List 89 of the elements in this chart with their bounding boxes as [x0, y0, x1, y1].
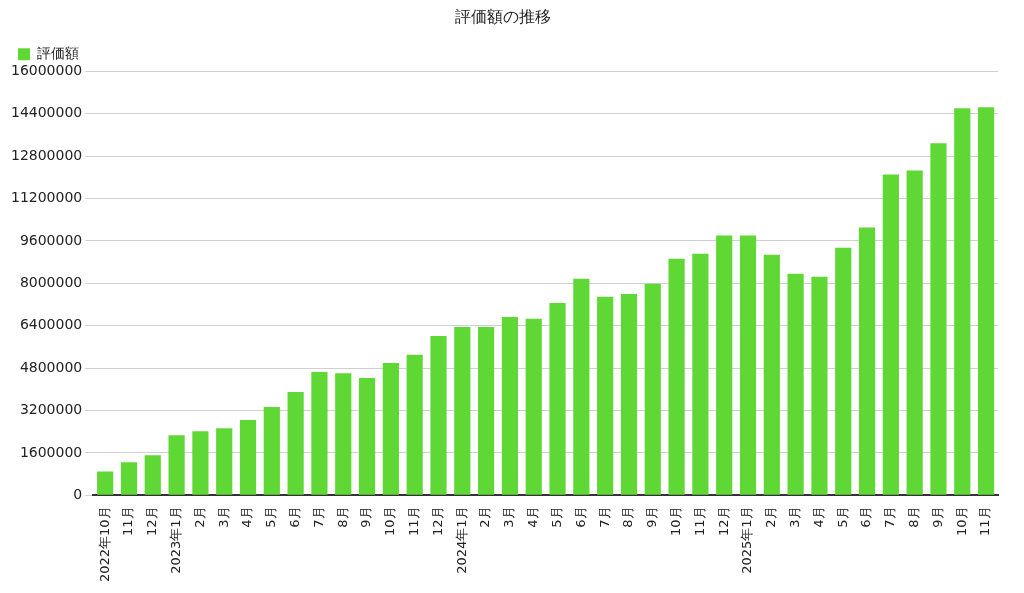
x-tick-label: 2022年10月 — [96, 506, 112, 583]
legend-label: 評価額 — [37, 44, 79, 61]
x-tick-label: 11月 — [691, 506, 707, 536]
x-tick-label: 3月 — [501, 506, 517, 528]
bar — [216, 428, 233, 495]
bar — [311, 372, 328, 495]
x-tick-label: 5月 — [548, 506, 564, 528]
x-tick-label: 2024年1月 — [453, 506, 469, 574]
bar — [835, 247, 852, 495]
x-tick-label: 4月 — [810, 506, 826, 528]
x-tick-label: 8月 — [906, 506, 922, 528]
x-tick-label: 12月 — [715, 506, 731, 536]
bar — [549, 302, 566, 495]
bar — [597, 296, 614, 495]
bar — [858, 227, 876, 495]
bar — [525, 318, 542, 495]
x-tick-label: 7月 — [882, 506, 898, 528]
x-tick-label: 10月 — [667, 506, 683, 536]
bar — [644, 283, 661, 495]
chart-title: 評価額の推移 — [455, 6, 551, 26]
y-tick-label: 12800000 — [10, 146, 83, 163]
x-tick-label: 7月 — [310, 506, 326, 528]
x-tick-label: 2月 — [191, 506, 207, 528]
bar — [811, 276, 828, 495]
y-tick-label: 16000000 — [10, 61, 83, 78]
x-tick-label: 2月 — [763, 506, 779, 528]
y-tick-label: 9600000 — [19, 231, 83, 248]
x-tick-label: 8月 — [620, 506, 636, 528]
y-tick-label: 3200000 — [19, 401, 83, 418]
x-tick-label: 7月 — [596, 506, 612, 528]
bar — [192, 431, 209, 495]
bar — [716, 235, 733, 495]
bar — [454, 327, 471, 495]
bar — [335, 373, 352, 495]
bar — [263, 407, 280, 495]
y-tick-label: 11200000 — [10, 189, 83, 206]
bar — [763, 254, 780, 495]
bar — [978, 107, 995, 495]
bar — [620, 293, 638, 495]
y-tick-label: 14400000 — [10, 104, 83, 121]
x-tick-label: 3月 — [215, 506, 231, 528]
x-tick-label: 11月 — [406, 506, 422, 536]
bar — [406, 354, 423, 495]
bar — [97, 471, 114, 495]
bar — [906, 170, 923, 495]
y-tick-label: 8000000 — [19, 273, 83, 290]
x-tick-label: 11月 — [120, 506, 136, 536]
x-tick-label: 6月 — [572, 506, 588, 528]
bar — [668, 258, 685, 495]
bar — [287, 391, 304, 495]
bar — [692, 253, 709, 495]
bar — [358, 377, 376, 495]
bar — [430, 336, 447, 495]
bar — [573, 278, 590, 495]
x-tick-label: 4月 — [239, 506, 255, 528]
bar — [739, 235, 757, 495]
x-tick-label: 5月 — [263, 506, 279, 528]
x-tick-label: 3月 — [787, 506, 802, 528]
bar — [501, 316, 519, 495]
bar — [954, 108, 971, 495]
x-tick-label: 2025年1月 — [739, 506, 755, 574]
bar — [478, 327, 495, 495]
x-tick-label: 6月 — [287, 506, 303, 528]
x-tick-label: 12月 — [429, 506, 445, 536]
bar — [168, 435, 185, 495]
bar — [120, 462, 138, 495]
x-tick-label: 5月 — [834, 506, 850, 528]
bar — [144, 455, 161, 495]
y-tick-label: 1600000 — [19, 443, 83, 460]
x-tick-label: 11月 — [977, 506, 993, 536]
x-tick-label: 12月 — [144, 506, 160, 536]
bar — [787, 273, 804, 495]
x-tick-label: 9月 — [644, 506, 660, 528]
bar — [930, 143, 947, 495]
y-tick-label: 6400000 — [19, 316, 83, 333]
x-tick-label: 2023年1月 — [167, 506, 183, 574]
x-tick-label: 9月 — [358, 506, 374, 528]
x-tick-label: 9月 — [929, 506, 945, 528]
x-tick-label: 6月 — [858, 506, 874, 528]
x-tick-label: 10月 — [382, 506, 398, 536]
y-tick-label: 0 — [73, 486, 83, 503]
bar — [882, 174, 899, 495]
bar — [382, 363, 399, 495]
x-tick-label: 8月 — [334, 506, 350, 528]
bar — [239, 420, 257, 495]
x-tick-label: 10月 — [953, 506, 969, 536]
x-tick-label: 2月 — [477, 506, 493, 528]
y-tick-label: 4800000 — [19, 358, 83, 375]
x-tick-label: 4月 — [525, 506, 541, 528]
